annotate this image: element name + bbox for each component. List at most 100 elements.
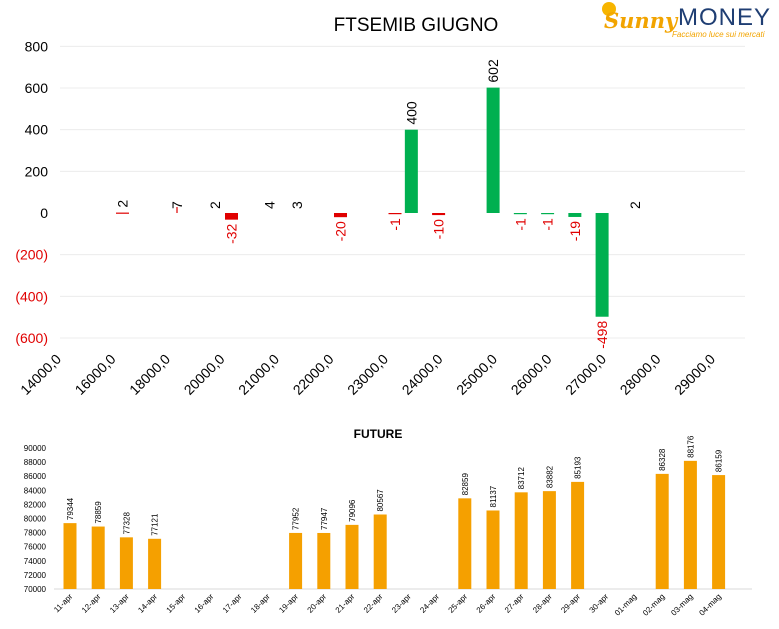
chart1-xtick-label: 14000,0 bbox=[17, 351, 64, 398]
chart1-title: FTSEMIB GIUGNO bbox=[334, 15, 499, 36]
chart1-data-label: 2 bbox=[207, 201, 223, 209]
chart1-bar bbox=[486, 87, 500, 213]
chart2-xtick-label: 22-apr bbox=[362, 592, 385, 615]
sun-icon bbox=[602, 2, 616, 16]
chart2-bar bbox=[683, 460, 697, 589]
chart1-xtick-label: 21000,0 bbox=[235, 351, 282, 398]
chart2-data-label: 88176 bbox=[686, 435, 695, 458]
chart2-xtick-label: 03-mag bbox=[669, 592, 695, 618]
chart2-xtick-label: 11-apr bbox=[52, 592, 75, 615]
chart2-ytick-label: 90000 bbox=[24, 444, 47, 453]
chart2-bar bbox=[317, 532, 331, 589]
chart1-ytick-label: (200) bbox=[15, 247, 48, 263]
chart2-bar bbox=[542, 491, 556, 589]
chart1-data-label: -19 bbox=[567, 221, 583, 241]
chart1-bar bbox=[541, 213, 555, 215]
chart1-bar bbox=[432, 213, 446, 216]
chart1-ytick-label: 0 bbox=[40, 205, 48, 221]
chart1-ytick-label: 600 bbox=[25, 80, 49, 96]
chart2-data-label: 77947 bbox=[320, 507, 329, 530]
chart1-xtick-label: 25000,0 bbox=[453, 351, 500, 398]
chart2-data-label: 83712 bbox=[517, 467, 526, 490]
chart2-data-label: 81137 bbox=[489, 485, 498, 507]
chart2-xtick-label: 27-apr bbox=[503, 592, 526, 615]
sunny-money-logo: Sunny MONEY Facciamo luce sui mercati bbox=[602, 2, 778, 40]
chart2-data-label: 86159 bbox=[715, 449, 724, 472]
chart2-ytick-label: 88000 bbox=[24, 458, 47, 467]
chart2-ytick-label: 82000 bbox=[24, 500, 47, 509]
chart2-xtick-label: 26-apr bbox=[475, 592, 498, 615]
chart1-data-label: 602 bbox=[485, 59, 501, 83]
chart2-bar bbox=[63, 523, 77, 589]
chart1-data-label: 2 bbox=[115, 200, 131, 208]
chart1-data-label: -32 bbox=[224, 223, 240, 243]
chart1-data-label: 4 bbox=[262, 201, 278, 209]
chart2-bar bbox=[148, 538, 162, 589]
chart2-xtick-label: 30-apr bbox=[587, 592, 610, 615]
chart2-xtick-label: 24-apr bbox=[418, 592, 441, 615]
chart1-ytick-label: (600) bbox=[15, 330, 48, 346]
chart1-xtick-label: 20000,0 bbox=[181, 351, 228, 398]
chart1-xtick-label: 26000,0 bbox=[508, 351, 555, 398]
chart2-xtick-label: 29-apr bbox=[559, 592, 582, 615]
chart2-xtick-label: 21-apr bbox=[334, 592, 357, 615]
chart2-xtick-label: 16-apr bbox=[193, 592, 216, 615]
chart2-bar bbox=[655, 473, 669, 589]
chart2-bar bbox=[373, 514, 387, 589]
chart2-bar bbox=[486, 510, 500, 589]
chart2-bar bbox=[514, 492, 528, 589]
chart2-xtick-label: 12-apr bbox=[80, 592, 103, 615]
chart1-bar bbox=[176, 207, 178, 213]
chart2-data-label: 79344 bbox=[66, 497, 75, 520]
chart2-data-label: 83882 bbox=[545, 465, 554, 488]
chart1-ytick-label: 200 bbox=[25, 163, 49, 179]
chart2-xtick-label: 19-apr bbox=[277, 592, 300, 615]
chart1-ytick-label: 800 bbox=[25, 38, 49, 54]
chart2-data-label: 85193 bbox=[574, 456, 583, 479]
chart1-xtick-label: 22000,0 bbox=[290, 351, 337, 398]
chart1-xtick-label: 18000,0 bbox=[126, 351, 173, 398]
logo-money-text: MONEY bbox=[678, 4, 772, 31]
chart2-bar bbox=[119, 537, 133, 589]
chart2-bar bbox=[712, 475, 726, 589]
chart2-xtick-label: 25-apr bbox=[446, 592, 469, 615]
chart1-xtick-label: 23000,0 bbox=[344, 351, 391, 398]
chart2-ytick-label: 86000 bbox=[24, 472, 47, 481]
chart2-bar bbox=[345, 524, 359, 589]
chart1-data-label: 2 bbox=[627, 201, 643, 209]
chart2-bar bbox=[91, 526, 105, 589]
chart1-xtick-label: 27000,0 bbox=[562, 351, 609, 398]
chart2-ytick-label: 84000 bbox=[24, 486, 47, 495]
chart1-bar bbox=[513, 213, 527, 215]
chart2-xtick-label: 20-apr bbox=[305, 592, 328, 615]
chart2-data-label: 82859 bbox=[461, 473, 470, 496]
chart2-data-label: 77121 bbox=[151, 513, 160, 536]
chart1-bar bbox=[225, 213, 238, 220]
chart2-ytick-label: 72000 bbox=[24, 571, 47, 580]
chart1-data-label: -1 bbox=[387, 218, 403, 231]
chart1-xtick-label: 24000,0 bbox=[399, 351, 446, 398]
chart2-xtick-label: 01-mag bbox=[613, 592, 639, 618]
chart2-title: FUTURE bbox=[354, 427, 403, 441]
chart2-bar bbox=[571, 481, 585, 589]
chart1-data-label: -20 bbox=[333, 221, 349, 241]
chart2-xtick-label: 14-apr bbox=[136, 592, 159, 615]
chart2-data-label: 80567 bbox=[376, 489, 385, 512]
chart2-data-label: 77328 bbox=[122, 512, 131, 535]
chart2-xtick-label: 04-mag bbox=[697, 592, 723, 618]
chart1-xtick-label: 16000,0 bbox=[72, 351, 119, 398]
chart1-data-label: 3 bbox=[289, 201, 305, 209]
chart2-ytick-label: 78000 bbox=[24, 529, 47, 538]
chart2-data-label: 78859 bbox=[94, 501, 103, 524]
chart2-data-label: 79096 bbox=[348, 499, 357, 522]
chart2-data-label: 86328 bbox=[658, 448, 667, 471]
chart1-xtick-label: 28000,0 bbox=[617, 351, 664, 398]
chart2-data-label: 77952 bbox=[292, 507, 301, 530]
chart2-xtick-label: 28-apr bbox=[531, 592, 554, 615]
chart2-xtick-label: 15-apr bbox=[164, 592, 187, 615]
logo-tagline: Facciamo luce sui mercati bbox=[672, 30, 765, 39]
chart2-ytick-label: 70000 bbox=[24, 585, 47, 594]
chart2-xtick-label: 23-apr bbox=[390, 592, 413, 615]
chart1-ytick-label: 400 bbox=[25, 122, 49, 138]
